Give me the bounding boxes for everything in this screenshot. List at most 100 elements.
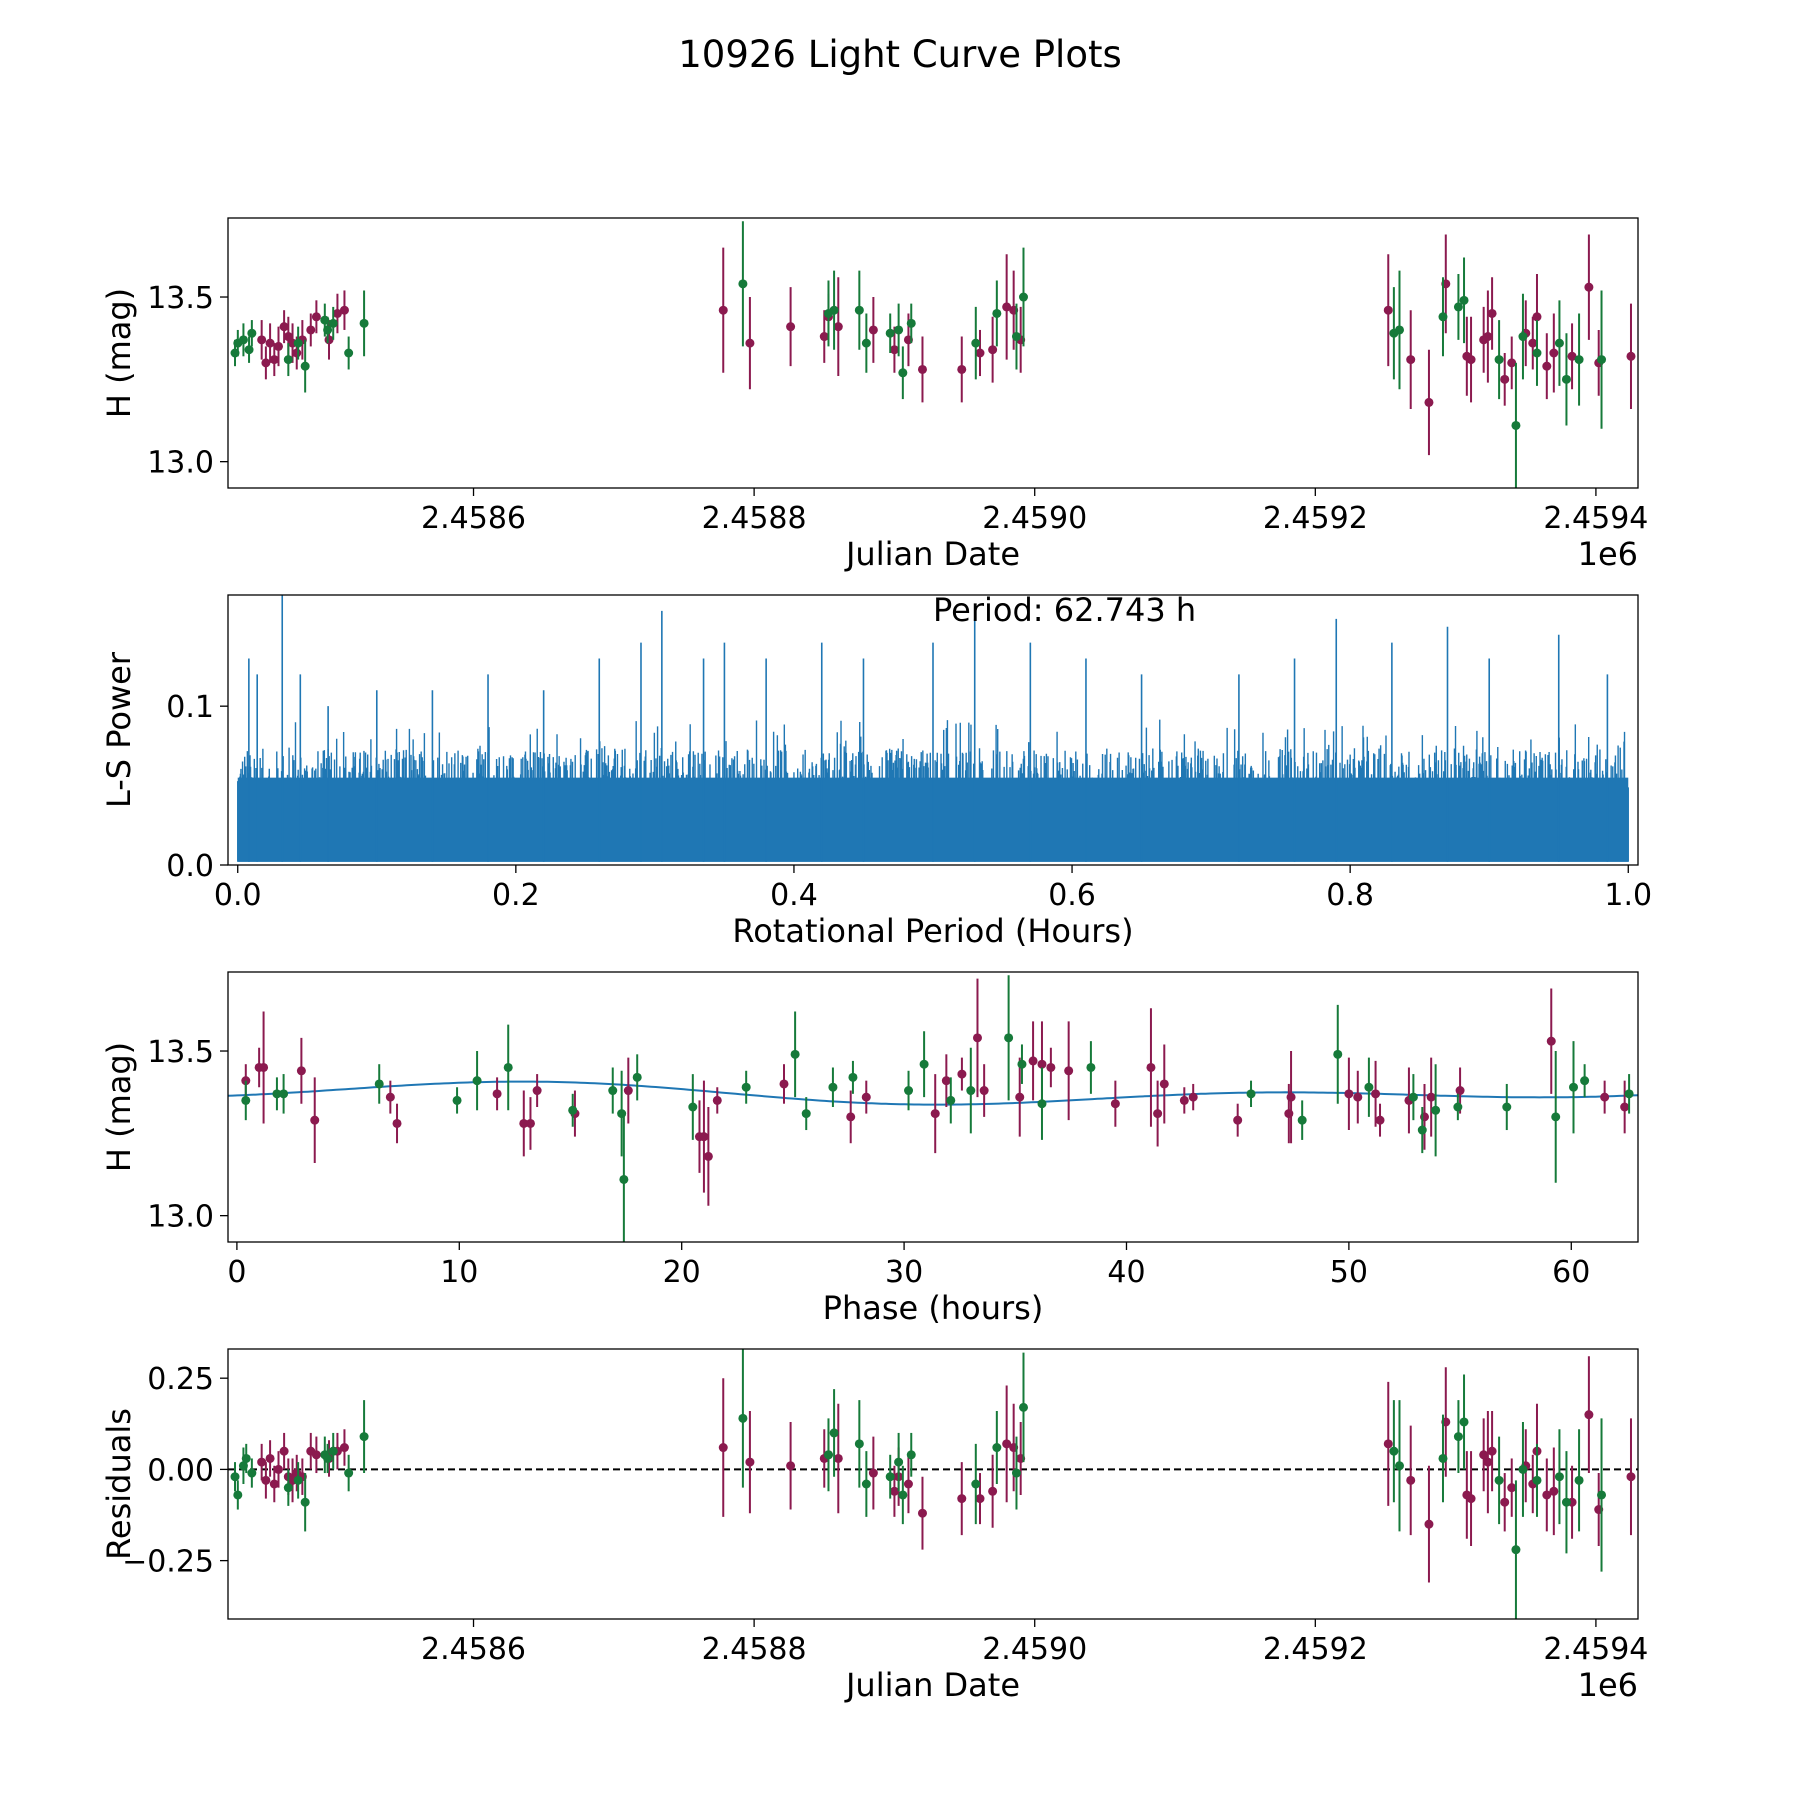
data-point bbox=[306, 325, 316, 335]
data-point bbox=[247, 328, 257, 338]
data-point bbox=[1018, 292, 1028, 302]
data-point bbox=[1502, 1102, 1512, 1112]
data-point bbox=[712, 1095, 722, 1105]
axes-frame bbox=[227, 971, 1639, 1243]
data-point bbox=[975, 348, 985, 358]
data-point bbox=[1153, 1109, 1163, 1119]
data-point bbox=[1389, 1446, 1399, 1456]
data-point bbox=[1479, 1450, 1489, 1460]
data-point bbox=[1426, 1092, 1436, 1102]
x-tick-label: 1.0 bbox=[1604, 878, 1652, 913]
data-point bbox=[1466, 355, 1476, 365]
data-point bbox=[957, 364, 967, 374]
x-tick-label: 20 bbox=[663, 1255, 701, 1290]
plot-area bbox=[228, 1349, 1638, 1619]
x-tick-label: 0.2 bbox=[492, 878, 540, 913]
data-point bbox=[1567, 351, 1577, 361]
data-point bbox=[233, 1490, 243, 1500]
data-point bbox=[1546, 1036, 1556, 1046]
data-point bbox=[848, 1072, 858, 1082]
data-point bbox=[310, 1115, 320, 1125]
data-point bbox=[1459, 1417, 1469, 1427]
data-point bbox=[801, 1109, 811, 1119]
x-tick-label: 2.4590 bbox=[982, 501, 1087, 536]
data-point bbox=[1110, 1099, 1120, 1109]
data-point bbox=[828, 1082, 838, 1092]
data-point bbox=[311, 312, 321, 322]
data-point bbox=[894, 1457, 904, 1467]
data-point bbox=[1597, 1490, 1607, 1500]
data-point bbox=[1037, 1059, 1047, 1069]
data-point bbox=[452, 1095, 462, 1105]
series-filter-B bbox=[230, 221, 1607, 488]
data-point bbox=[903, 1479, 913, 1489]
data-point bbox=[1518, 1464, 1528, 1474]
data-point bbox=[1580, 1076, 1590, 1086]
x-tick-label: 0.0 bbox=[214, 878, 262, 913]
data-point bbox=[503, 1062, 513, 1072]
data-point bbox=[1406, 355, 1416, 365]
data-point bbox=[323, 325, 333, 335]
data-point bbox=[868, 325, 878, 335]
data-point bbox=[1626, 1472, 1636, 1482]
x-axis-label: Rotational Period (Hours) bbox=[732, 912, 1133, 950]
data-point bbox=[1179, 1095, 1189, 1105]
y-tick-label: 13.0 bbox=[147, 1200, 214, 1235]
y-axis-label: H (mag) bbox=[100, 1042, 138, 1172]
x-tick-label: 30 bbox=[885, 1255, 923, 1290]
data-point bbox=[1528, 338, 1538, 348]
y-tick-label: 13.5 bbox=[147, 1035, 214, 1070]
data-point bbox=[1028, 1056, 1038, 1066]
y-axis-label: H (mag) bbox=[100, 288, 138, 418]
data-point bbox=[699, 1132, 709, 1142]
y-tick-label: −0.25 bbox=[122, 1545, 214, 1580]
x-tick-label: 2.4594 bbox=[1543, 501, 1648, 536]
data-point bbox=[738, 1413, 748, 1423]
data-point bbox=[1333, 1049, 1343, 1059]
data-point bbox=[1624, 1089, 1634, 1099]
data-point bbox=[1554, 338, 1564, 348]
data-point bbox=[919, 1059, 929, 1069]
data-point bbox=[718, 1443, 728, 1453]
x-tick-label: 2.4592 bbox=[1263, 501, 1368, 536]
series-filter-A bbox=[257, 234, 1636, 456]
data-point bbox=[1532, 348, 1542, 358]
data-point bbox=[1532, 312, 1542, 322]
x-tick-label: 0 bbox=[227, 1255, 246, 1290]
data-point bbox=[1146, 1062, 1156, 1072]
data-point bbox=[1494, 355, 1504, 365]
data-point bbox=[1438, 1453, 1448, 1463]
x-offset-text: 1e6 bbox=[1578, 1666, 1638, 1704]
data-point bbox=[894, 325, 904, 335]
data-point bbox=[786, 1461, 796, 1471]
y-axis-label: L-S Power bbox=[100, 651, 138, 808]
data-point bbox=[971, 1479, 981, 1489]
data-point bbox=[385, 1092, 395, 1102]
data-point bbox=[1011, 1468, 1021, 1478]
data-point bbox=[1015, 1092, 1025, 1102]
data-point bbox=[1597, 355, 1607, 365]
data-point bbox=[241, 1095, 251, 1105]
data-point bbox=[885, 1472, 895, 1482]
data-point bbox=[741, 1082, 751, 1092]
data-point bbox=[1511, 1545, 1521, 1555]
data-point bbox=[786, 322, 796, 332]
data-point bbox=[1494, 1475, 1504, 1485]
data-point bbox=[1383, 1439, 1393, 1449]
data-point bbox=[1002, 1439, 1012, 1449]
data-point bbox=[833, 322, 843, 332]
data-point bbox=[241, 1453, 251, 1463]
data-point bbox=[1483, 1457, 1493, 1467]
y-tick-label: 13.0 bbox=[147, 446, 214, 481]
data-point bbox=[328, 318, 338, 328]
data-point bbox=[1487, 308, 1497, 318]
x-tick-label: 2.4590 bbox=[982, 1632, 1087, 1667]
data-point bbox=[1626, 351, 1636, 361]
data-point bbox=[274, 341, 284, 351]
data-point bbox=[861, 338, 871, 348]
data-point bbox=[1002, 302, 1012, 312]
axes-frame bbox=[227, 594, 1639, 866]
data-point bbox=[1532, 1475, 1542, 1485]
data-point bbox=[1188, 1092, 1198, 1102]
